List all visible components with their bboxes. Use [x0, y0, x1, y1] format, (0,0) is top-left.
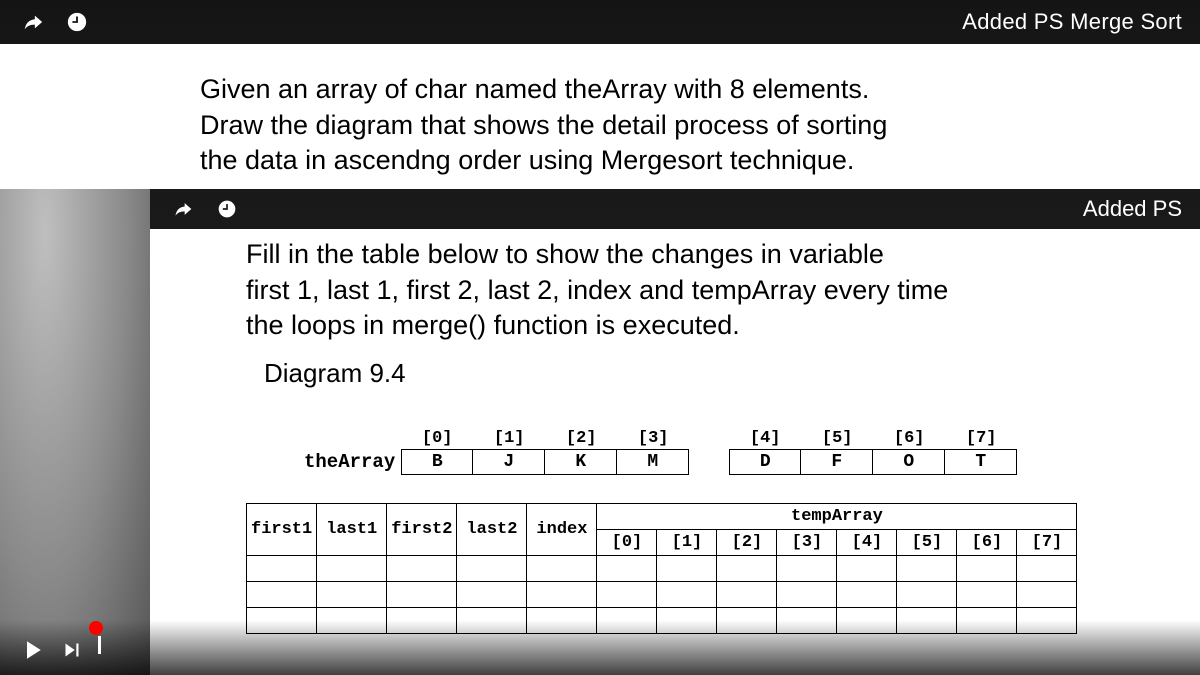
- temparray-header: tempArray: [597, 503, 1077, 529]
- arr-index: [4]: [729, 429, 801, 449]
- arr-index: [3]: [617, 429, 689, 449]
- merge-tracking-table: first1 last1 first2 last2 index tempArra…: [246, 503, 1077, 634]
- arr-index: [5]: [801, 429, 873, 449]
- temp-index: [5]: [897, 529, 957, 555]
- instr-line-1: Fill in the table below to show the chan…: [246, 237, 1200, 273]
- temp-index: [1]: [657, 529, 717, 555]
- thearray-right-half: [4]D [5]F [6]O [7]T: [729, 429, 1017, 475]
- col-header: index: [527, 503, 597, 555]
- thearray-label: theArray: [304, 451, 395, 475]
- arr-index: [1]: [473, 429, 545, 449]
- problem-line-3: the data in ascendng order using Mergeso…: [200, 143, 1200, 179]
- watch-later-icon[interactable]: [62, 7, 92, 37]
- table-row: [247, 555, 1077, 581]
- nested-header-bar: Added PS: [150, 189, 1200, 229]
- thearray-left-half: [0]B [1]J [2]K [3]M: [401, 429, 689, 475]
- share-icon[interactable]: [18, 7, 48, 37]
- temp-index: [6]: [957, 529, 1017, 555]
- instr-line-2: first 1, last 1, first 2, last 2, index …: [246, 273, 1200, 309]
- arr-value: O: [873, 449, 945, 475]
- temp-index: [3]: [777, 529, 837, 555]
- play-button[interactable]: [12, 631, 52, 669]
- temp-index: [0]: [597, 529, 657, 555]
- slide-table-instructions: Fill in the table below to show the chan…: [150, 229, 1200, 675]
- arr-index: [0]: [401, 429, 473, 449]
- table-row: [247, 581, 1077, 607]
- video-header-bar: Added PS Merge Sort: [0, 0, 1200, 44]
- next-button[interactable]: [52, 631, 92, 669]
- arr-index: [7]: [945, 429, 1017, 449]
- share-icon[interactable]: [168, 194, 198, 224]
- diagram-number: Diagram 9.4: [264, 358, 1200, 389]
- arr-value: B: [401, 449, 473, 475]
- arr-value: F: [801, 449, 873, 475]
- video-controls-bar: [0, 620, 1200, 675]
- col-header: last2: [457, 503, 527, 555]
- col-header: first2: [387, 503, 457, 555]
- slide-problem-statement: Given an array of char named theArray wi…: [0, 44, 1200, 189]
- temp-index: [2]: [717, 529, 777, 555]
- arr-index: [6]: [873, 429, 945, 449]
- arr-value: T: [945, 449, 1017, 475]
- arr-value: J: [473, 449, 545, 475]
- thearray-diagram: theArray [0]B [1]J [2]K [3]M [4]D [5]F […: [304, 429, 1200, 475]
- problem-line-1: Given an array of char named theArray wi…: [200, 72, 1200, 108]
- nested-video-title: Added PS: [1083, 196, 1182, 222]
- arr-value: M: [617, 449, 689, 475]
- col-header: last1: [317, 503, 387, 555]
- video-scrubber-handle[interactable]: [89, 621, 103, 635]
- temp-index: [7]: [1017, 529, 1077, 555]
- video-title: Added PS Merge Sort: [962, 9, 1182, 35]
- temp-index: [4]: [837, 529, 897, 555]
- arr-value: D: [729, 449, 801, 475]
- watch-later-icon[interactable]: [212, 194, 242, 224]
- arr-index: [2]: [545, 429, 617, 449]
- arr-value: K: [545, 449, 617, 475]
- volume-indicator[interactable]: [98, 636, 101, 654]
- col-header: first1: [247, 503, 317, 555]
- problem-line-2: Draw the diagram that shows the detail p…: [200, 108, 1200, 144]
- instr-line-3: the loops in merge() function is execute…: [246, 308, 1200, 344]
